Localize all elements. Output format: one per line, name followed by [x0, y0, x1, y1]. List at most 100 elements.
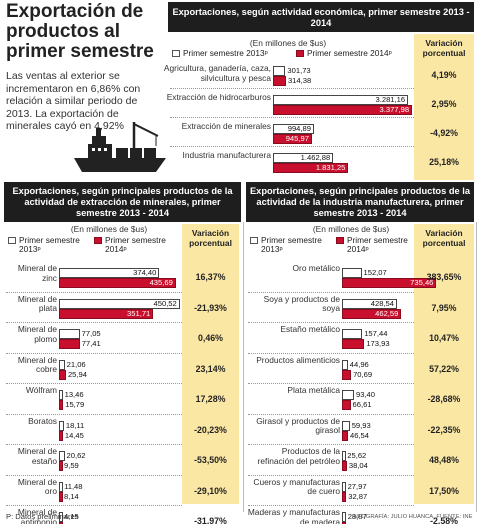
chart2-variation-value: -21,93%: [194, 302, 227, 313]
chart1-bar-2014: [273, 76, 286, 86]
chart2-bar-value-2013: 11,48: [64, 481, 83, 491]
chart2-bar-2013: [59, 451, 65, 461]
chart1-variation-value: -4,92%: [430, 128, 458, 138]
chart3-bar-value-2013: 59,93: [351, 420, 371, 430]
chart1-bar-2013: 994,89: [273, 124, 314, 134]
chart2-bar-2013: [59, 481, 63, 492]
cargo-ship-icon: [74, 122, 166, 172]
chart3-legend-swatch-2014: [336, 237, 344, 244]
chart3-bar-2014: [342, 369, 352, 380]
chart2-row-separator: [6, 413, 182, 415]
chart3-variation-value: 48,48%: [429, 455, 459, 465]
chart3-variation-value: 57,22%: [429, 363, 459, 374]
chart2-category-label: Mineral de zinc: [17, 263, 57, 283]
chart3-title: Exportaciones, según principales product…: [246, 182, 474, 222]
chart2-row-separator: [6, 383, 182, 384]
chart2-bar-2013: [59, 390, 63, 400]
chart3-row-separator: [248, 383, 414, 384]
chart2-bar-value-2013: 77,05: [81, 329, 101, 338]
chart3-legend-swatch-2013: [250, 237, 258, 244]
chart2-bar-value-2013: 18,11: [65, 420, 85, 430]
chart2-variation-value: 16,37%: [195, 272, 226, 282]
chart3-bar-2013: 428,54: [342, 298, 397, 309]
chart2-row-separator: [6, 505, 182, 506]
chart2-category-label: Mineral de antimonio: [17, 507, 57, 524]
chart2-row-separator: [6, 444, 182, 445]
chart3-bar-2014: [342, 461, 347, 471]
chart1-category-label: Agricultura, ganadería, caza, silvicultu…: [163, 63, 271, 83]
chart1-bar-2013: 3.281,16: [273, 95, 409, 105]
chart3-bar-value-2014: 38,04: [348, 461, 368, 470]
chart3-bar-2014: [342, 522, 346, 524]
chart3-bar-2013: [342, 390, 354, 400]
chart3-row-separator: [248, 322, 414, 323]
chart1-bar-2014: 1.831,25: [273, 163, 349, 173]
chart3-variation-header: Variación porcentual: [422, 228, 466, 248]
chart1-variation-column: [414, 34, 474, 180]
chart2-bar-2014: 351,71: [59, 308, 154, 319]
chart3-category-label: Maderas y manufacturas de madera: [247, 507, 340, 524]
chart3-variation-column: [414, 224, 474, 504]
chart2-bar-2014: [59, 461, 63, 471]
chart2-bar-2014: [59, 430, 63, 441]
chart2-bar-2014: [59, 339, 80, 349]
intro-title: Exportación de productos al primer semes…: [6, 1, 154, 62]
chart2-row-separator: [6, 322, 182, 323]
chart3-bar-value-2013: 157,44: [364, 329, 388, 338]
chart3-bar-value-2013: 93,40: [355, 390, 375, 399]
chart2-category-label: Mineral de cobre: [17, 354, 57, 374]
chart3-divider: [476, 222, 477, 512]
chart3-bar-value-2014: 173,93: [366, 339, 390, 348]
chart2-category-label: Mineral de estaño: [17, 446, 57, 466]
chart1-title: Exportaciones, según actividad económica…: [168, 2, 474, 32]
chart2-legend-swatch-2013: [8, 237, 16, 244]
chart3-row-separator: [248, 444, 414, 445]
chart2-variation-value: -20,23%: [194, 424, 227, 435]
chart2-variation-value: 0,46%: [198, 333, 223, 343]
chart1-legend-2013: Primer semestre 2013ᵖ: [183, 48, 268, 58]
chart3-legend-2014: Primer semestre 2014ᵖ: [347, 235, 408, 254]
chart3-variation-value: -22,35%: [427, 424, 461, 435]
chart3-row-separator: [248, 474, 414, 476]
chart3-category-label: Cueros y manufacturas de cuero: [253, 476, 340, 496]
chart3-bar-2013: [342, 451, 346, 461]
chart2-bar-2013: [59, 359, 65, 370]
chart2-variation-value: 17,28%: [195, 394, 226, 404]
chart3-category-label: Girasol y productos de girasol: [256, 415, 340, 435]
chart1-variation-value: 25,18%: [429, 157, 459, 167]
chart2-bar-2014: [59, 369, 66, 380]
chart1-variation-value: 2,95%: [431, 99, 457, 109]
chart2-units: (En millones de $us): [70, 224, 148, 234]
chart1-bar-value-2014: 314,38: [287, 76, 312, 85]
chart3-bar-2013: [342, 359, 348, 370]
chart1-variation-value: 4,19%: [431, 70, 457, 80]
chart3-row-separator: [248, 505, 414, 506]
chart2-row-separator: [6, 291, 182, 293]
chart1-variation-header: Variación porcentual: [422, 38, 466, 58]
chart1-bar-2013: 1.462,88: [273, 153, 334, 163]
chart3-variation-value: -2,58%: [430, 516, 458, 524]
chart1-row-separator: [170, 88, 414, 89]
chart3-bar-2014: 462,59: [342, 308, 402, 319]
chart3-bar-2013: [342, 512, 346, 522]
chart1-row-separator: [170, 146, 414, 147]
chart1-category-label: Extracción de hidrocarburos: [166, 92, 271, 102]
chart2-bar-2014: 435,69: [59, 278, 176, 288]
chart1-bar-2014: 945,97: [273, 134, 312, 144]
chart2-bar-value-2014: 8,14: [64, 491, 79, 501]
chart2-bar-2014: [59, 491, 63, 502]
chart2-category-label: Boratos: [28, 415, 57, 426]
chart1-bar-value-2013: 301,73: [287, 66, 311, 75]
chart2-bar-2013: 374,40: [59, 268, 160, 278]
chart3-category-label: Productos de la refinación del petróleo: [257, 446, 340, 466]
chart3-bar-value-2013: 44,96: [349, 359, 369, 369]
footnote: P: Datos preliminares: [6, 512, 79, 521]
chart3-bar-2013: [342, 420, 350, 431]
chart3-variation-value: 17,50%: [429, 485, 459, 496]
chart1-bar-2013: [273, 66, 286, 76]
chart3-variation-value: 10,47%: [429, 333, 459, 343]
chart3-bar-value-2013: 28,87: [347, 512, 367, 521]
chart3-bar-2014: [342, 400, 351, 410]
chart3-category-label: Oro metálico: [292, 263, 340, 273]
chart3-category-label: Estaño metálico: [280, 324, 340, 334]
